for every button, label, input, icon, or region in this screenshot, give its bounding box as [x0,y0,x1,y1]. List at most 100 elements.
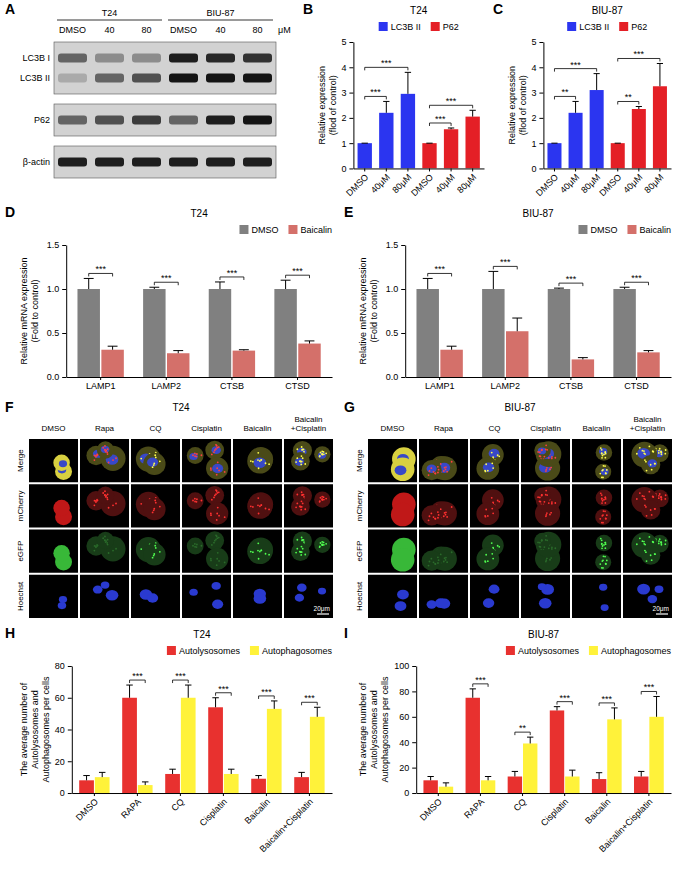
cell [97,532,114,549]
cell [422,505,442,525]
punctum [644,498,646,500]
punctum [650,464,652,466]
punctum [224,471,226,473]
punctum [641,540,643,542]
cell [143,498,165,520]
punctum [658,497,660,499]
error-bar [594,74,600,90]
punctum [250,460,252,462]
punctum [296,539,298,541]
punctum [216,537,218,539]
punctum [606,514,608,516]
punctum [660,496,662,498]
chart-panel: DT240.00.51.01.5LAMP1LAMP2CTSBCTSDRelati… [5,204,333,391]
error-bar-cap [527,737,533,738]
punctum [218,470,220,472]
punctum [498,546,500,548]
column-header-line: Baicalin [582,424,610,433]
legend-swatch [627,225,636,234]
blot-strip [54,146,276,178]
cell [205,441,224,460]
punctum [551,501,553,503]
punctum [646,470,648,472]
punctum [104,449,106,451]
error-bar-stem [112,346,113,350]
tile-background [29,575,78,618]
blot-band [243,158,272,167]
cell [391,458,415,482]
nucleus [489,585,500,594]
punctum [210,467,212,469]
error-bar [215,282,225,289]
panel-letter: F [5,399,14,415]
cell [476,457,499,480]
bar [167,353,189,377]
punctum [601,547,603,549]
x-tick: Baicalin [583,793,612,826]
x-tick-mark [522,793,523,796]
x-tick-label: DMSO [409,172,435,198]
y-tick: 0.5 [47,328,67,338]
y-tick-mark [62,289,66,290]
bar [310,717,325,793]
punctum [322,544,324,546]
punctum [252,551,254,553]
punctum [257,452,259,454]
blot-band [95,158,124,167]
panel-letter: D [5,204,15,220]
x-tick: DMSO [418,793,444,823]
punctum [216,490,218,492]
cell [596,444,613,461]
punctum [604,496,606,498]
error-bar [488,271,498,289]
tile-background [419,530,468,573]
punctum [321,498,323,500]
nucleus [59,460,67,467]
punctum [443,470,445,472]
micrograph-tile: 20μm [284,575,333,618]
y-tick-label: 60 [55,693,65,703]
punctum [194,498,196,500]
punctum [546,512,548,514]
nucleus [427,465,437,473]
error-bar-cap [578,357,588,358]
punctum [664,453,666,455]
y-tick-label: 1.5 [47,240,60,250]
bar [508,777,522,794]
punctum [159,460,161,462]
punctum [641,495,643,497]
y-tick-mark [412,793,416,794]
punctum [196,498,198,500]
error-bar [578,358,588,360]
x-axis-line [72,793,332,794]
legend-label: Autolysosomes [179,646,241,656]
y-tick-mark [349,143,353,144]
punctum [651,559,653,561]
error-bar [569,770,575,776]
chart-panel: CBIU-87012345DMSO40μM80μMDMSO40μM80μMRel… [493,1,672,198]
punctum [546,467,548,469]
y-tick-mark [68,793,72,794]
nucleus [648,459,658,467]
x-tick: 80μM [642,168,665,195]
error-bar-stem [451,346,452,350]
tile-background [623,575,672,618]
punctum [492,558,494,560]
error-bar-stem [285,280,286,289]
nucleus [254,593,267,604]
punctum [660,542,662,544]
punctum [599,563,601,565]
blot-band [95,54,124,63]
punctum [604,451,606,453]
punctum [537,451,539,453]
tile-background [29,530,78,573]
punctum [602,559,604,561]
nucleus [483,598,494,608]
micrograph-tile [284,530,333,573]
error-bar [638,771,644,776]
y-axis: 020406080100 [394,661,417,798]
error-bar [99,772,105,777]
panel-letter: A [5,1,15,17]
punctum [102,447,104,449]
punctum [213,496,215,498]
